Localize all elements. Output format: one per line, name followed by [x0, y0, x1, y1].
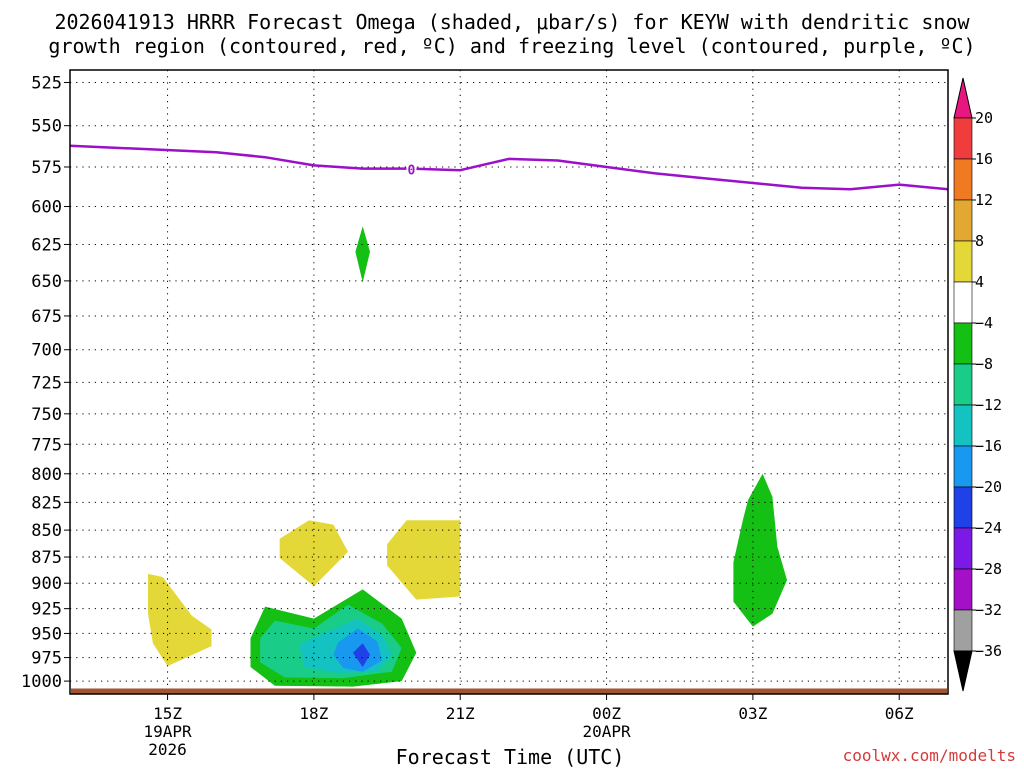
y-tick-label: 1000 — [21, 672, 62, 692]
y-tick-label: 650 — [31, 272, 62, 292]
freezing-level-label-bg — [406, 162, 417, 177]
x-tick-sublabel: 2026 — [148, 740, 187, 759]
colorbar-segment-6 — [953, 322, 973, 365]
colorbar-segment-9 — [953, 445, 973, 488]
colorbar-segment-4 — [953, 240, 973, 283]
colorbar-bottom-arrow — [953, 650, 973, 692]
y-tick-label: 575 — [31, 158, 62, 178]
colorbar: 20 16 12 8 4 −4 −8 −12 −16 −20 −24 −28 −32 −36 — [953, 77, 1002, 692]
colorbar-label: 20 — [975, 109, 993, 127]
x-tick-label: 15Z — [153, 704, 182, 723]
colorbar-segment-10 — [953, 486, 973, 529]
y-tick-label: 925 — [31, 600, 62, 620]
y-tick-label: 850 — [31, 521, 62, 541]
y-tick-label: 625 — [31, 235, 62, 255]
colorbar-segment-2 — [953, 158, 973, 201]
x-tick-label: 03Z — [738, 704, 767, 723]
colorbar-segment-13 — [953, 609, 973, 652]
colorbar-segment-11 — [953, 527, 973, 570]
y-tick-label: 800 — [31, 465, 62, 485]
terrain-strip — [71, 688, 947, 694]
y-tick-label: 875 — [31, 548, 62, 568]
colorbar-top-arrow — [953, 77, 973, 119]
colorbar-label: −8 — [975, 355, 993, 373]
colorbar-label: −28 — [975, 560, 1002, 578]
y-tick-label: 900 — [31, 574, 62, 594]
chart-title-line-2: growth region (contoured, red, ºC) and f… — [48, 34, 976, 58]
colorbar-segment-8 — [953, 404, 973, 447]
credit-link[interactable]: coolwx.com/modelts — [842, 746, 1016, 765]
y-tick-label: 825 — [31, 493, 62, 513]
colorbar-segment-5 — [953, 281, 973, 324]
freezing-level-layer: 0 — [69, 144, 949, 191]
x-tick-sublabel: 20APR — [582, 722, 631, 741]
omega-region-4 — [355, 226, 370, 283]
y-tick-label: 775 — [31, 435, 62, 455]
x-tick-label: 18Z — [299, 704, 328, 723]
y-tick-label: 750 — [31, 405, 62, 425]
chart-title-line-1: 2026041913 HRRR Forecast Omega (shaded, … — [54, 10, 970, 34]
terrain-layer — [71, 688, 947, 694]
x-tick-label: 06Z — [885, 704, 914, 723]
colorbar-segment-1 — [953, 117, 973, 160]
x-tick-label: 00Z — [592, 704, 621, 723]
y-tick-label: 950 — [31, 624, 62, 644]
omega-region-2 — [279, 520, 348, 587]
y-tick-label: 725 — [31, 373, 62, 393]
y-tick-label: 525 — [31, 73, 62, 93]
colorbar-label: −4 — [975, 314, 993, 332]
omega-region-5 — [733, 473, 787, 627]
freezing-level-label: 0 — [408, 164, 416, 179]
grid-layer — [70, 70, 948, 694]
colorbar-label: 12 — [975, 191, 993, 209]
x-axis-label: Forecast Time (UTC) — [395, 745, 625, 769]
omega-region-3 — [387, 520, 461, 600]
colorbar-segment-3 — [953, 199, 973, 242]
y-tick-label: 600 — [31, 198, 62, 218]
omega-shading-layer — [148, 226, 787, 687]
y-tick-label: 550 — [31, 117, 62, 137]
colorbar-label: 16 — [975, 150, 993, 168]
y-tick-label: 975 — [31, 649, 62, 669]
colorbar-label: −16 — [975, 437, 1002, 455]
freezing-level-line — [69, 144, 949, 191]
colorbar-label: −12 — [975, 396, 1002, 414]
colorbar-segment-7 — [953, 363, 973, 406]
colorbar-label: −24 — [975, 519, 1002, 537]
y-axis: 525 550 575 600 625 650 675 700 725 750 775 800 825 8… — [21, 73, 70, 692]
plot-frame — [69, 69, 949, 695]
x-tick-sublabel: 19APR — [143, 722, 192, 741]
omega-region-10 — [352, 643, 370, 667]
colorbar-label: −36 — [975, 642, 1002, 660]
colorbar-label: 4 — [975, 273, 984, 291]
y-tick-label: 675 — [31, 307, 62, 327]
colorbar-segment-12 — [953, 568, 973, 611]
colorbar-label: −32 — [975, 601, 1002, 619]
omega-region-1 — [148, 573, 212, 667]
y-tick-label: 700 — [31, 341, 62, 361]
x-tick-label: 21Z — [446, 704, 475, 723]
plot-border — [69, 69, 949, 695]
colorbar-label: −20 — [975, 478, 1002, 496]
colorbar-label: 8 — [975, 232, 984, 250]
